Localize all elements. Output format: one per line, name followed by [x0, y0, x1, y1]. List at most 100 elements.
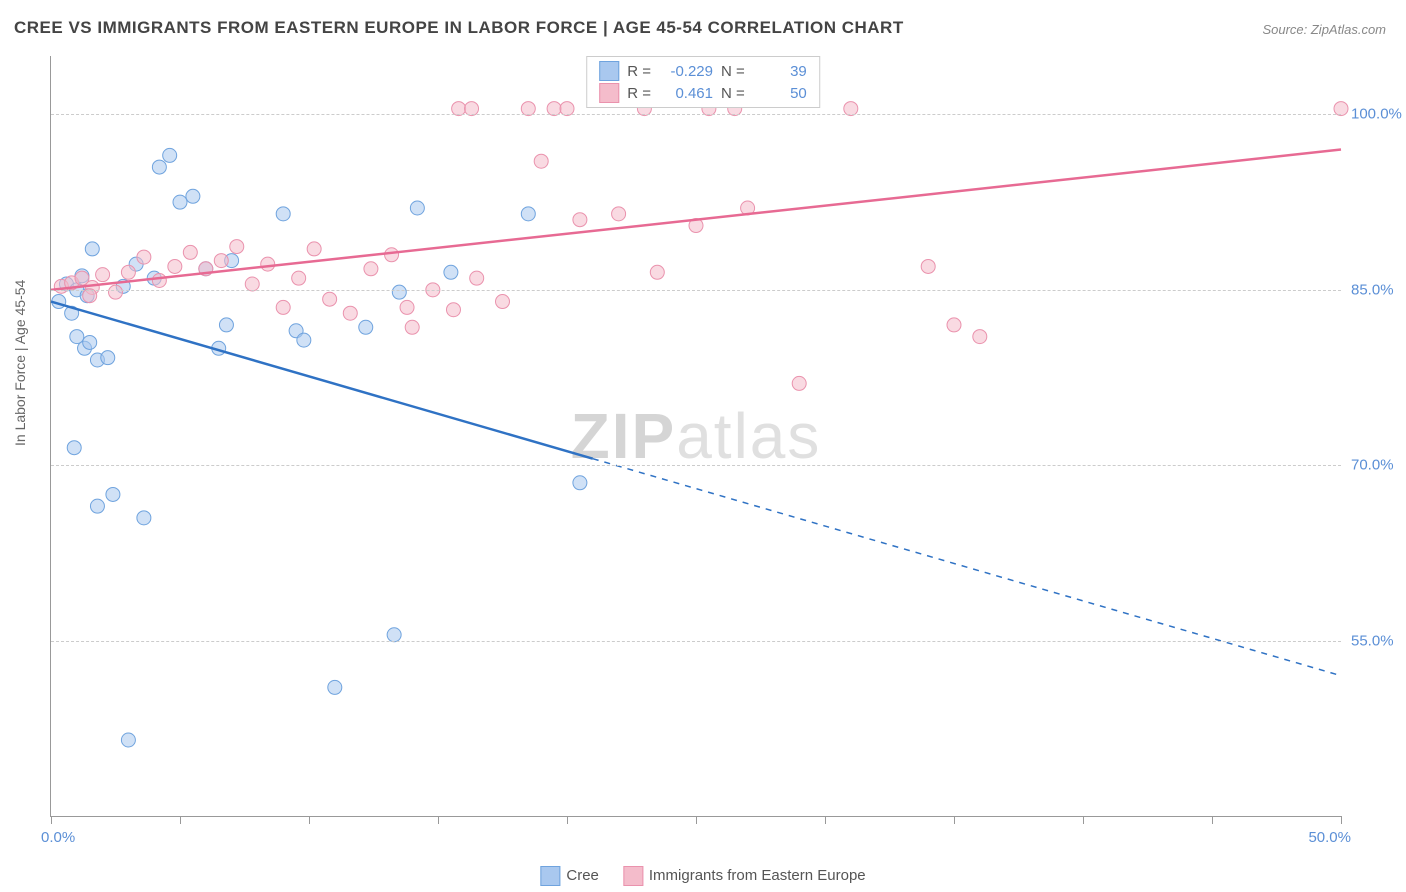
plot-area: ZIPatlas 55.0%70.0%85.0%100.0%0.0%50.0%: [50, 56, 1341, 817]
data-point: [359, 320, 373, 334]
data-point: [261, 257, 275, 271]
legend-swatch: [599, 83, 619, 103]
x-tick: [696, 816, 697, 824]
legend-r-value: 0.461: [659, 85, 713, 102]
regression-line: [51, 150, 1341, 290]
data-point: [67, 441, 81, 455]
data-point: [470, 271, 484, 285]
data-point: [121, 265, 135, 279]
x-tick: [1212, 816, 1213, 824]
data-point: [947, 318, 961, 332]
data-point: [573, 476, 587, 490]
x-tick: [825, 816, 826, 824]
data-point: [214, 254, 228, 268]
data-point: [650, 265, 664, 279]
data-point: [323, 292, 337, 306]
data-point: [534, 154, 548, 168]
data-point: [292, 271, 306, 285]
x-tick-label: 50.0%: [1308, 829, 1351, 846]
data-point: [297, 333, 311, 347]
data-point: [410, 201, 424, 215]
series-legend: Cree Immigrants from Eastern Europe: [540, 866, 865, 886]
source-attribution: Source: ZipAtlas.com: [1262, 22, 1386, 37]
x-tick: [438, 816, 439, 824]
data-point: [106, 487, 120, 501]
x-tick: [1341, 816, 1342, 824]
chart-title: CREE VS IMMIGRANTS FROM EASTERN EUROPE I…: [14, 18, 904, 38]
correlation-legend: R = -0.229 N = 39 R = 0.461 N = 50: [586, 56, 820, 108]
data-point: [121, 733, 135, 747]
data-point: [612, 207, 626, 221]
gridline: [51, 290, 1341, 291]
data-point: [163, 148, 177, 162]
legend-r-label: R =: [627, 63, 651, 80]
x-tick: [1083, 816, 1084, 824]
legend-label: Immigrants from Eastern Europe: [649, 867, 866, 884]
legend-n-label: N =: [721, 63, 745, 80]
data-point: [973, 330, 987, 344]
data-point: [446, 303, 460, 317]
legend-r-label: R =: [627, 85, 651, 102]
data-point: [343, 306, 357, 320]
data-point: [444, 265, 458, 279]
y-axis-title: In Labor Force | Age 45-54: [12, 280, 28, 446]
x-tick-label: 0.0%: [41, 829, 75, 846]
legend-r-value: -0.229: [659, 63, 713, 80]
data-point: [400, 300, 414, 314]
data-point: [173, 195, 187, 209]
legend-n-value: 50: [753, 85, 807, 102]
legend-n-value: 39: [753, 63, 807, 80]
data-point: [307, 242, 321, 256]
data-point: [96, 268, 110, 282]
data-point: [496, 295, 510, 309]
data-point: [186, 189, 200, 203]
legend-item: Cree: [540, 866, 599, 886]
data-point: [152, 160, 166, 174]
legend-row: R = 0.461 N = 50: [599, 83, 807, 103]
data-point: [921, 259, 935, 273]
legend-row: R = -0.229 N = 39: [599, 61, 807, 81]
data-point: [276, 300, 290, 314]
y-tick-label: 55.0%: [1351, 632, 1406, 649]
legend-swatch: [623, 866, 643, 886]
data-point: [109, 285, 123, 299]
data-point: [792, 376, 806, 390]
x-tick: [180, 816, 181, 824]
y-tick-label: 85.0%: [1351, 281, 1406, 298]
legend-n-label: N =: [721, 85, 745, 102]
y-tick-label: 100.0%: [1351, 106, 1406, 123]
chart-svg: [51, 56, 1341, 816]
data-point: [137, 511, 151, 525]
data-point: [152, 273, 166, 287]
data-point: [364, 262, 378, 276]
y-tick-label: 70.0%: [1351, 457, 1406, 474]
gridline: [51, 641, 1341, 642]
legend-item: Immigrants from Eastern Europe: [623, 866, 866, 886]
data-point: [385, 248, 399, 262]
data-point: [101, 351, 115, 365]
x-tick: [954, 816, 955, 824]
data-point: [230, 240, 244, 254]
data-point: [83, 335, 97, 349]
legend-label: Cree: [566, 867, 599, 884]
data-point: [573, 213, 587, 227]
data-point: [168, 259, 182, 273]
gridline: [51, 114, 1341, 115]
data-point: [328, 680, 342, 694]
data-point: [392, 285, 406, 299]
data-point: [521, 207, 535, 221]
legend-swatch: [599, 61, 619, 81]
legend-swatch: [540, 866, 560, 886]
x-tick: [309, 816, 310, 824]
regression-line: [51, 302, 593, 459]
data-point: [405, 320, 419, 334]
data-point: [183, 245, 197, 259]
gridline: [51, 465, 1341, 466]
data-point: [219, 318, 233, 332]
data-point: [137, 250, 151, 264]
x-tick: [567, 816, 568, 824]
regression-line-extrapolated: [593, 459, 1341, 676]
data-point: [276, 207, 290, 221]
x-tick: [51, 816, 52, 824]
data-point: [90, 499, 104, 513]
